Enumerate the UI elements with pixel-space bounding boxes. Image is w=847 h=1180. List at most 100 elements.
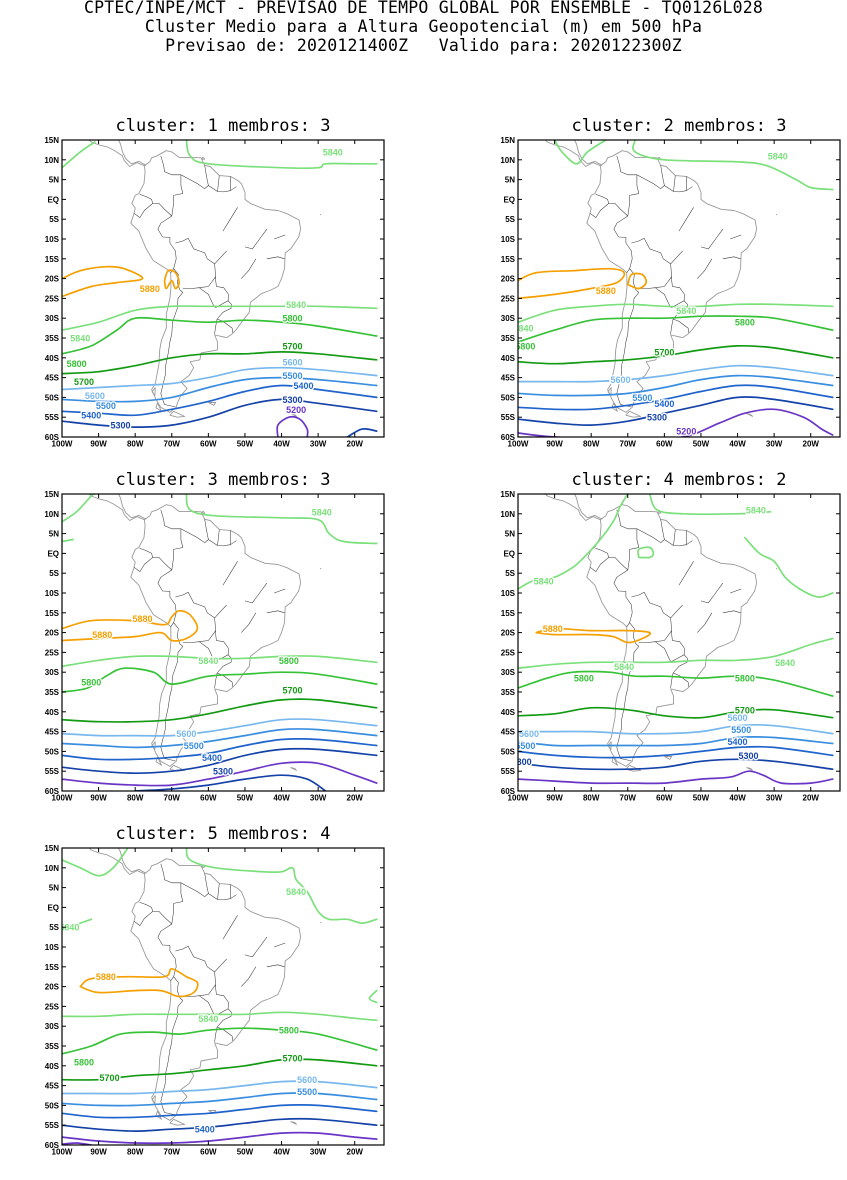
lat-tick-label: 60S [501,787,516,796]
lat-tick-label: 5N [49,884,59,893]
lon-tick-label: 80W [127,1148,144,1157]
south-america-map [88,140,322,418]
lon-tick-label: 40W [729,440,746,449]
lat-tick-label: 55S [501,413,516,422]
contour-label-5600: 5600 [283,357,303,367]
lat-tick-label: 45S [501,728,516,737]
contour-label-5400: 5400 [81,411,101,421]
lon-tick-label: 80W [127,794,144,803]
lat-tick-label: 5N [49,530,59,539]
south-america-map [544,494,778,772]
contour-5600 [62,1080,378,1095]
contour-5840 [185,140,378,170]
contour-5500 [62,728,378,749]
contour-label-5840: 5840 [198,1014,218,1024]
contour-5880 [626,272,648,290]
contour-5600 [62,718,378,737]
lat-tick-label: 60S [45,787,60,796]
contour-label-5800: 5800 [515,341,535,351]
lon-tick-label: 100W [508,440,529,449]
contour-label-5700: 5700 [283,1053,303,1063]
south-america-map [544,140,778,418]
contour-5300 [134,774,327,791]
cluster-panel-2: cluster: 2 membros: 3 5840 5880 5840 5840 580… [500,116,841,449]
contour-label-5400: 5400 [202,753,222,763]
lat-tick-label: 5S [505,215,515,224]
lon-tick-label: 70W [620,440,637,449]
contour-5400 [518,384,834,411]
lon-tick-label: 20W [347,794,364,803]
lon-tick-label: 40W [273,440,290,449]
contour-label-5800: 5800 [279,1026,299,1036]
contour-label-5800: 5800 [279,656,299,666]
map-axes: 100W 90W 80W 70W 60W 50W 40W 30W 20W 15N 10N 5N EQ 5S… [44,490,384,803]
contour-5600 [518,364,834,383]
header-line-2: Cluster Medio para a Altura Geopotencial… [144,17,703,36]
lon-tick-label: 80W [583,794,600,803]
lat-tick-label: 55S [45,1121,60,1130]
contour-5300 [62,398,378,428]
contour-5200 [518,408,834,437]
contour-label-5400: 5400 [728,737,748,747]
lat-tick-label: 30S [45,668,60,677]
lat-tick-label: 40S [45,708,60,717]
lat-tick-label: 10N [44,864,59,873]
contour-label-5700: 5700 [654,347,674,357]
lat-tick-label: 60S [501,433,516,442]
lat-tick-label: EQ [503,549,515,558]
contour-5500 [518,374,834,397]
contour-5880 [62,609,199,642]
contour-label-5700: 5700 [283,341,303,351]
contour-5840 [62,848,129,877]
contour-label-5500: 5500 [632,393,652,403]
lon-tick-label: 50W [693,440,710,449]
lat-tick-label: EQ [47,195,59,204]
lon-tick-label: 100W [52,440,73,449]
contour-5200 [276,415,309,437]
lat-tick-label: 30S [45,1022,60,1031]
lat-tick-label: 35S [45,1042,60,1051]
contour-5700 [62,1058,378,1081]
header-line-3: Previsao de: 2020121400Z Valido para: 20… [165,36,682,55]
contour-label-5840: 5840 [513,324,533,334]
contour-5400 [62,384,378,417]
lat-tick-label: 10N [44,510,59,519]
lat-tick-label: 50S [45,393,60,402]
map-frame [61,493,385,792]
contour-5200 [518,770,834,785]
contour-label-5880: 5880 [543,624,563,634]
contour-5840 [518,303,834,324]
south-america-map [88,494,322,772]
cluster-panel-5: cluster: 5 membros: 4 5840 5840 5880 5840 580… [44,824,385,1157]
lat-tick-label: EQ [47,903,59,912]
lat-tick-label: 20S [501,275,516,284]
contour-5300 [62,747,378,775]
contour-5840 [632,140,834,191]
contour-label-5600: 5600 [610,375,630,385]
contour-label-5400: 5400 [293,381,313,391]
contour-5800 [518,670,834,697]
contour-label-5840: 5840 [768,151,788,161]
contour-5200 [62,1131,378,1145]
contour-label-5200: 5200 [676,427,696,437]
lat-tick-label: 5S [505,569,515,578]
lon-tick-label: 90W [546,794,563,803]
lon-tick-label: 20W [347,440,364,449]
contour-label-5840: 5840 [70,334,90,344]
contour-5400 [62,1103,378,1119]
contour-5840 [62,538,74,543]
lat-tick-label: 40S [45,354,60,363]
contour-5500 [62,1092,378,1107]
contour-5300 [346,428,378,437]
contour-5880 [62,265,144,298]
contour-5840 [553,140,607,165]
map-frame [61,847,385,1146]
map-frame [517,139,841,438]
contour-5700 [518,344,834,365]
contour-5200 [62,761,378,787]
panel-title: cluster: 1 membros: 3 [116,116,331,136]
lon-tick-label: 80W [583,440,600,449]
lat-tick-label: 15N [44,844,59,853]
contour-label-5400: 5400 [195,1125,215,1135]
contour-label-5600: 5600 [728,713,748,723]
